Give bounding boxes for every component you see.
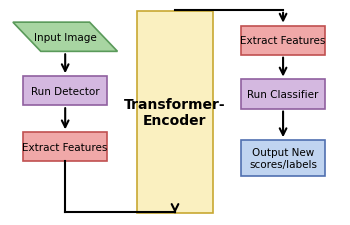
Text: Extract Features: Extract Features: [240, 36, 326, 46]
Polygon shape: [13, 23, 118, 52]
FancyBboxPatch shape: [241, 80, 325, 109]
Text: Output New
scores/labels: Output New scores/labels: [249, 148, 317, 169]
FancyBboxPatch shape: [23, 77, 107, 106]
Text: Extract Features: Extract Features: [22, 142, 108, 152]
FancyBboxPatch shape: [136, 12, 214, 213]
FancyBboxPatch shape: [23, 133, 107, 162]
Text: Transformer-
Encoder: Transformer- Encoder: [124, 97, 226, 128]
FancyBboxPatch shape: [241, 26, 325, 56]
Text: Run Classifier: Run Classifier: [247, 90, 319, 100]
FancyBboxPatch shape: [241, 140, 325, 176]
Text: Input Image: Input Image: [34, 33, 97, 43]
Text: Run Detector: Run Detector: [31, 86, 99, 96]
